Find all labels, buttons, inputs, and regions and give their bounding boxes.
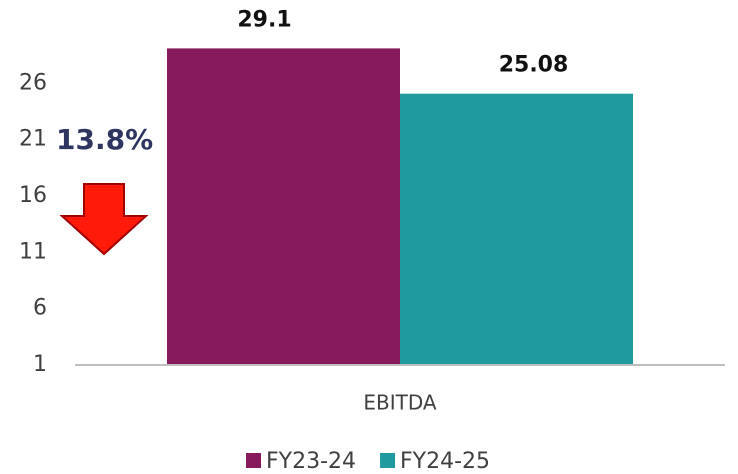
y-tick-label: 1 bbox=[33, 352, 47, 377]
x-tick-label: EBITDA bbox=[363, 391, 437, 415]
y-tick-label: 6 bbox=[33, 296, 47, 321]
bar bbox=[400, 93, 633, 365]
value-label: 29.1 bbox=[237, 7, 291, 32]
y-tick-label: 16 bbox=[19, 183, 47, 208]
legend-label: FY24-25 bbox=[400, 449, 490, 474]
annotation: 13.8% bbox=[56, 123, 153, 156]
legend-label: FY23-24 bbox=[266, 449, 356, 474]
value-label: 25.08 bbox=[499, 53, 569, 78]
down-arrow bbox=[59, 183, 149, 256]
legend-swatch bbox=[380, 453, 396, 468]
y-tick-label: 21 bbox=[19, 127, 47, 152]
y-tick-label: 26 bbox=[19, 70, 47, 95]
bar bbox=[167, 48, 400, 365]
legend-swatch bbox=[246, 453, 261, 468]
y-tick-label: 11 bbox=[19, 239, 47, 264]
